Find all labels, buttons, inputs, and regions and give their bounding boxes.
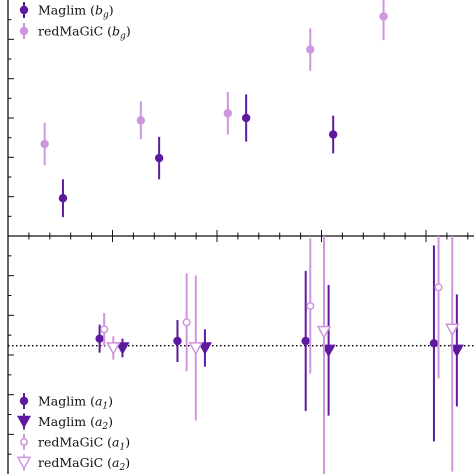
data-point — [100, 325, 109, 334]
legend-marker — [16, 415, 32, 429]
data-point — [188, 342, 204, 356]
legend-marker — [19, 396, 29, 406]
series-maglim-a-1- — [95, 245, 439, 442]
data-point — [223, 109, 233, 118]
legend-label: redMaGiC (a2) — [38, 455, 130, 473]
series-maglim-a-2- — [115, 285, 464, 416]
legend-label: Maglim (bg) — [38, 3, 114, 21]
legend-label: redMaGiC (bg) — [38, 24, 131, 42]
data-point — [444, 323, 460, 337]
series-redmagic-a-2- — [106, 236, 460, 474]
legend-label: Maglim (a1) — [38, 394, 113, 412]
data-point — [40, 139, 49, 149]
data-point — [316, 325, 332, 339]
data-point — [95, 334, 104, 343]
data-point — [306, 45, 315, 54]
data-point — [301, 336, 310, 346]
bottom-panel: Maglim (a1) Maglim (a2) redMaGiC (a1) redMa… — [7, 236, 474, 474]
data-point — [58, 194, 68, 203]
series-redmagic-b-g- — [40, 0, 388, 166]
data-point — [136, 116, 146, 125]
legend-marker — [19, 5, 29, 15]
data-point — [154, 153, 164, 163]
data-point — [241, 113, 251, 123]
data-point — [434, 283, 443, 292]
data-point — [182, 318, 191, 327]
legend-marker — [19, 26, 29, 36]
data-point — [306, 301, 315, 311]
series-redmagic-a-1- — [100, 236, 443, 379]
data-point — [449, 344, 464, 358]
legend-marker — [19, 437, 29, 447]
data-point — [321, 344, 336, 358]
data-point — [328, 130, 338, 139]
data-point — [379, 12, 388, 21]
data-point — [429, 339, 439, 348]
data-point — [173, 336, 182, 346]
data-point — [106, 342, 121, 356]
data-point — [197, 342, 212, 355]
top-panel: Maglim (bg) redMaGiC (bg) — [7, 0, 474, 237]
data-point — [115, 342, 130, 355]
legend-label: redMaGiC (a1) — [38, 435, 130, 453]
series-maglim-b-g- — [58, 94, 338, 218]
legend-label: Maglim (a2) — [38, 414, 113, 432]
legend-marker — [16, 456, 32, 470]
